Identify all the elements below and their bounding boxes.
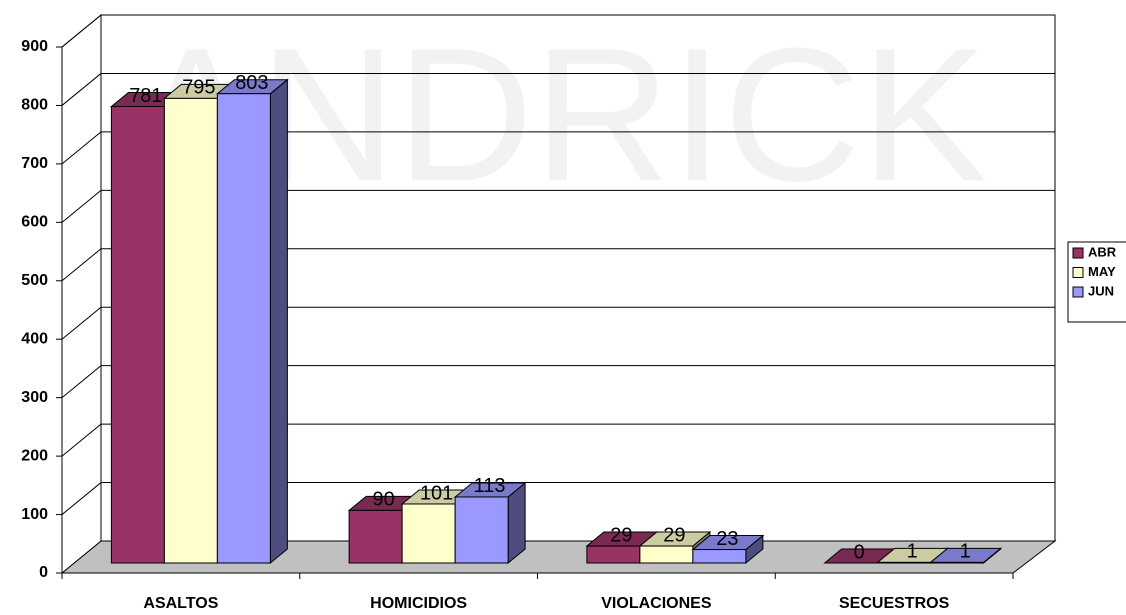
bar: [586, 545, 641, 564]
value-label: 90: [373, 489, 395, 511]
bar-side: [269, 78, 288, 565]
y-tick-label: 0: [39, 564, 48, 581]
grid-line: [61, 306, 102, 340]
y-tick-label: 900: [21, 38, 48, 55]
value-label: 23: [716, 528, 738, 550]
value-label: 781: [129, 85, 162, 107]
grid-line: [61, 131, 102, 165]
legend-swatch: [1072, 247, 1084, 259]
value-label: 29: [610, 524, 632, 546]
grid-line: [61, 248, 102, 282]
x-tick-label: HOMICIDIOS: [370, 595, 467, 612]
y-tick-label: 400: [21, 330, 48, 347]
y-tick-label: 100: [21, 506, 48, 523]
grid-line: [61, 73, 102, 106]
value-label: 1: [907, 541, 918, 563]
x-tick-label: ASALTOS: [143, 595, 218, 612]
bar: [454, 496, 509, 564]
legend-label: MAY: [1088, 264, 1116, 279]
side-wall: [61, 13, 102, 575]
bar: [348, 509, 403, 564]
bar: [163, 97, 218, 564]
y-tick-label: 500: [21, 272, 48, 289]
value-label: 29: [663, 524, 685, 546]
value-label: 0: [854, 541, 865, 563]
value-label: 803: [235, 72, 268, 94]
legend-label: JUN: [1088, 283, 1114, 298]
y-tick-label: 200: [21, 447, 48, 464]
y-tick-label: 300: [21, 389, 48, 406]
x-tick-label: SECUESTROS: [839, 595, 950, 612]
value-label: 113: [474, 475, 506, 497]
bar: [639, 545, 694, 564]
grid-line: [61, 189, 102, 223]
bar: [110, 106, 165, 564]
legend-label: ABR: [1088, 244, 1117, 259]
grid-line: [61, 365, 102, 399]
grid-line: [61, 14, 102, 48]
grid-line: [61, 423, 102, 457]
y-tick-label: 600: [21, 214, 48, 231]
grid-line: [61, 482, 102, 515]
bar: [216, 93, 271, 564]
value-label: 795: [182, 77, 215, 99]
y-tick-label: 800: [21, 97, 48, 114]
bar: [692, 549, 747, 564]
value-label: 1: [960, 541, 971, 563]
x-tick-label: VIOLACIONES: [601, 595, 712, 612]
bar: [930, 561, 985, 564]
legend-swatch: [1072, 286, 1084, 298]
value-label: 101: [420, 482, 453, 504]
y-tick-label: 700: [21, 155, 48, 172]
bar: [401, 503, 456, 564]
legend-swatch: [1072, 267, 1084, 278]
bar: [877, 561, 932, 564]
